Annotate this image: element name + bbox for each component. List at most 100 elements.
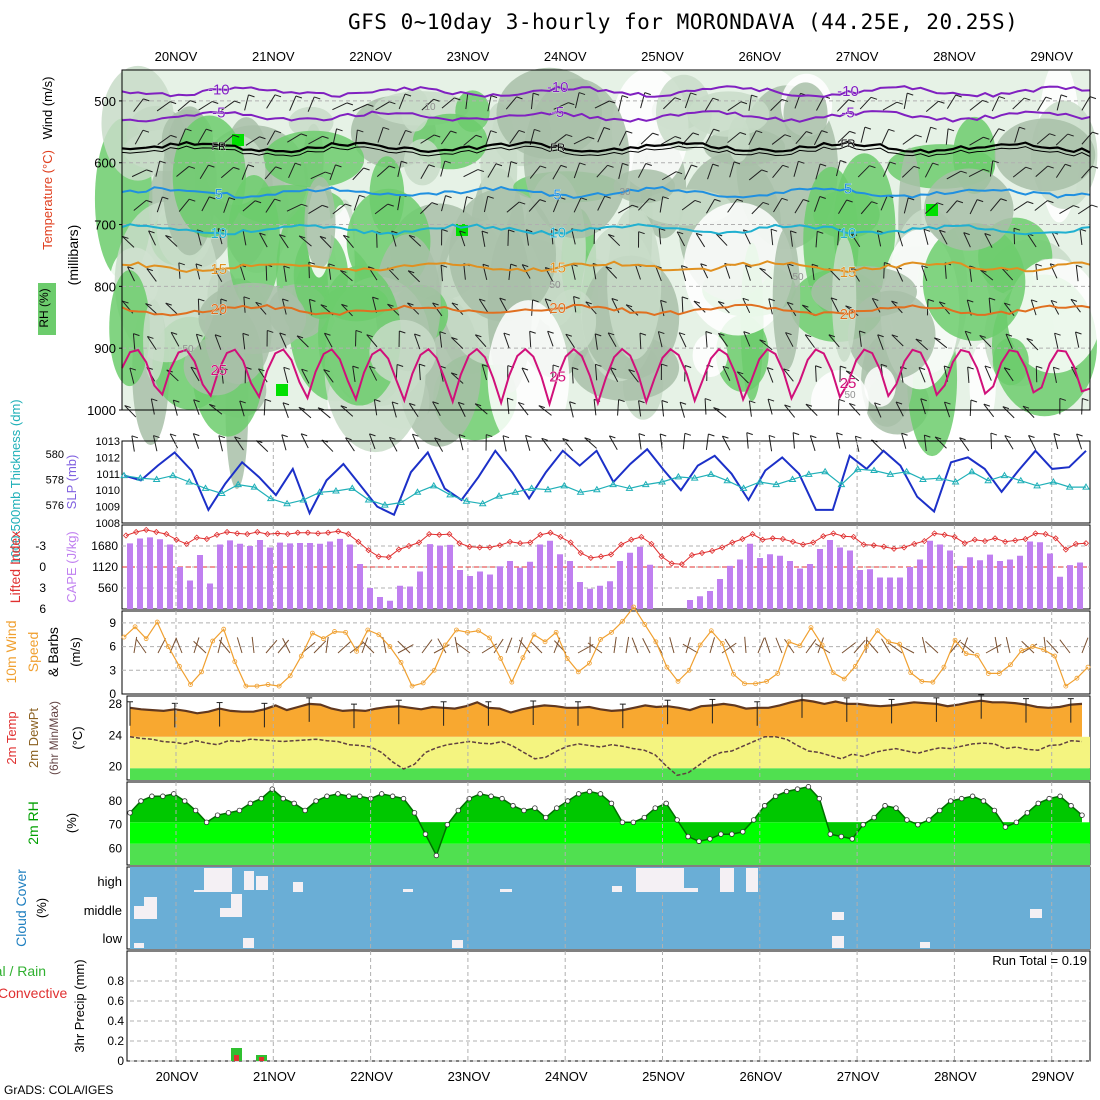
wind-barb-flag — [399, 330, 406, 334]
wind-barb-flag — [932, 162, 939, 166]
bottom-date-tick: 29NOV — [1031, 1069, 1074, 1084]
wind-barb — [637, 198, 650, 211]
lifted-index-marker — [789, 538, 797, 545]
cloud-cell-high — [684, 888, 698, 892]
thickness-marker — [234, 480, 243, 488]
wind-barb-flag — [540, 165, 547, 169]
wind-barb-flag — [840, 160, 847, 163]
wind-barb — [597, 127, 605, 143]
wind-barb — [744, 636, 747, 654]
lifted-index-marker — [719, 544, 726, 551]
wind-barb — [319, 236, 332, 249]
wind-barb — [1036, 133, 1050, 145]
wind-barb — [242, 200, 256, 212]
wind-speed-marker — [653, 639, 659, 645]
wind-barb — [717, 333, 728, 347]
wind-barb-flag — [984, 365, 992, 369]
temperature-contour-label: 25 — [210, 362, 227, 379]
wind-barb — [721, 435, 731, 451]
cape-bar — [847, 550, 853, 609]
wind-speed-marker — [886, 639, 891, 645]
wind-speed-marker — [863, 644, 869, 649]
wind-barb-flag — [510, 263, 517, 267]
wind-barb — [784, 404, 796, 418]
temperature-contour-label: 15 — [549, 260, 566, 277]
lifted-index-marker — [739, 535, 746, 543]
wind-barb — [946, 170, 962, 180]
lifted-index-marker — [577, 549, 584, 557]
wind-barb-flag — [628, 369, 635, 373]
wind-barb-flag — [638, 231, 645, 235]
wind-barb — [1028, 435, 1037, 451]
wind-barb — [759, 267, 773, 280]
bottom-date-tick: 25NOV — [642, 1069, 685, 1084]
wind-barb — [551, 228, 554, 245]
wind-barb — [991, 96, 1000, 112]
rh2m-marker — [838, 833, 844, 840]
lifted-index-marker — [1082, 540, 1090, 547]
wind-barb — [265, 639, 278, 654]
lifted-index-marker — [426, 531, 433, 538]
wind-barb-flag — [352, 365, 359, 369]
wind-barb-flag — [963, 232, 970, 236]
wind-barb-flag — [206, 128, 213, 132]
wind-barb — [925, 202, 938, 214]
thickness-marker — [707, 470, 715, 477]
lifted-index-marker — [506, 538, 514, 545]
wind-barb-flag — [622, 162, 629, 166]
wind-barb-flag — [552, 364, 560, 368]
wind-barb-flag — [693, 300, 701, 304]
cloud-row-label: low — [102, 931, 122, 946]
wind-barb-flag — [1022, 405, 1030, 409]
wind-barb-flag — [1076, 433, 1083, 437]
wind-speed-marker — [1063, 683, 1069, 689]
wind-barb-flag — [159, 160, 166, 164]
wind-barb — [705, 433, 709, 450]
wind-barb — [963, 232, 971, 248]
wind-barb-flag — [1073, 205, 1080, 209]
lifted-index-marker — [567, 539, 574, 546]
wind-barb — [455, 642, 471, 654]
wind-barb-flag — [840, 365, 847, 369]
wind-barb — [858, 330, 862, 347]
wind-barb — [923, 435, 927, 452]
wind-barb — [481, 364, 488, 381]
wind-barb — [1054, 333, 1059, 349]
wind-barb — [628, 369, 639, 383]
wind-barb — [509, 130, 520, 144]
wind-barb-flag — [193, 399, 200, 403]
wind-barb-flag — [565, 333, 572, 337]
wind-barb — [835, 160, 841, 177]
wind-barb-flag — [700, 263, 707, 267]
wind-barb — [1055, 163, 1066, 178]
wind-speed-marker — [365, 627, 371, 633]
lifted-index-marker — [405, 542, 413, 550]
lifted-index-marker — [729, 539, 736, 546]
precip-axis-label: 3hr Precip (mm) — [72, 959, 87, 1052]
lifted-index-marker — [486, 544, 493, 551]
wind-speed-marker — [542, 639, 548, 645]
wind-barb-flag — [937, 202, 944, 206]
wind-barb — [517, 637, 523, 654]
thickness-marker — [120, 471, 128, 479]
wind-barb — [310, 171, 326, 180]
wind-speed-marker — [1030, 644, 1035, 649]
wind-barb — [127, 266, 135, 282]
lifted-index-marker — [638, 533, 645, 540]
cape-bar — [737, 559, 743, 609]
wind-speed-marker — [675, 678, 681, 684]
thickness-marker — [544, 485, 552, 493]
temperature-contour — [121, 140, 1091, 154]
wind-barb — [352, 366, 356, 383]
wind-barb-flag — [768, 298, 775, 302]
wind-barb-flag — [608, 332, 615, 336]
wind-barb-flag — [638, 433, 646, 437]
lifted-index-marker — [264, 531, 271, 538]
wind-barb-flag — [218, 435, 225, 439]
lifted-index-marker — [223, 528, 231, 536]
rh2m-marker — [236, 807, 243, 814]
wind-barb-flag — [888, 128, 895, 132]
wind-barb — [979, 335, 992, 348]
wind-barb-flag — [787, 301, 794, 305]
wind-barb-flag — [939, 301, 946, 305]
